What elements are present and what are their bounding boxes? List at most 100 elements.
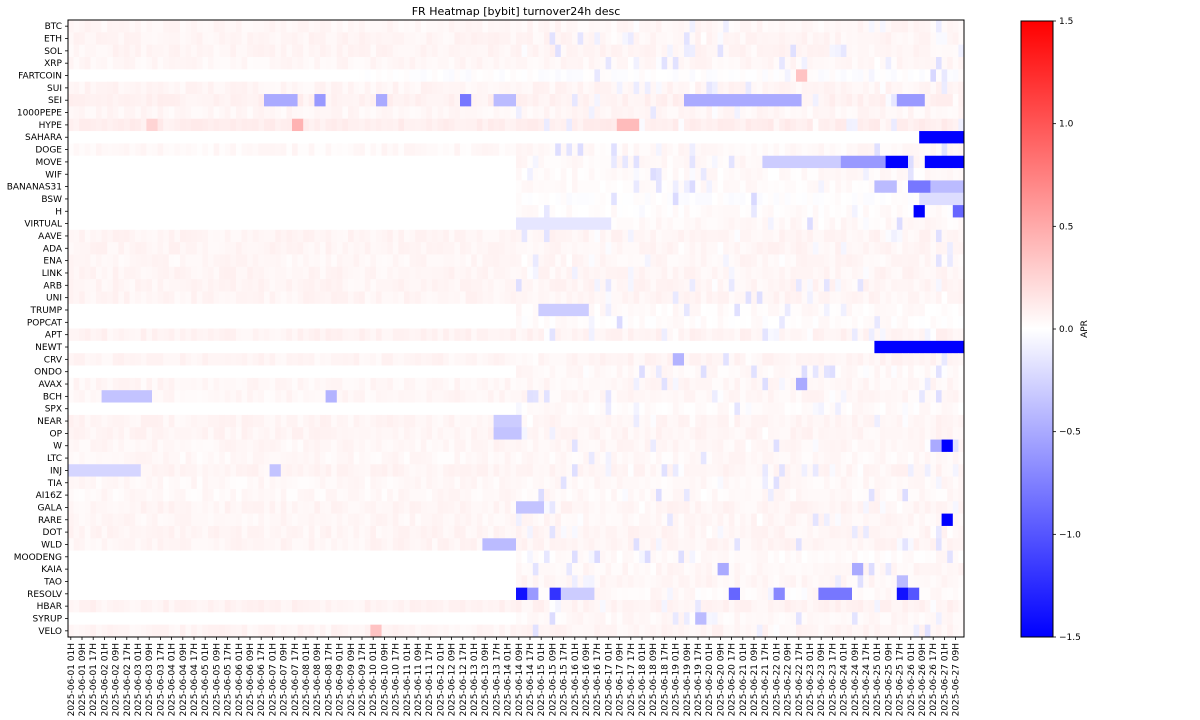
heatmap-cell xyxy=(90,143,97,157)
heatmap-cell xyxy=(510,488,517,502)
heatmap-cell xyxy=(174,254,181,268)
heatmap-cell xyxy=(913,81,920,95)
heatmap-cell xyxy=(840,155,886,169)
heatmap-cell xyxy=(331,44,338,58)
heatmap-cell xyxy=(392,525,399,539)
heatmap-cell xyxy=(264,328,270,342)
heatmap-cell xyxy=(269,44,276,58)
heatmap-cell xyxy=(168,513,175,527)
heatmap-cell xyxy=(801,106,808,120)
heatmap-cell xyxy=(549,513,556,527)
heatmap-cell xyxy=(471,513,478,527)
heatmap-cell xyxy=(952,377,959,391)
heatmap-cell xyxy=(857,303,864,317)
heatmap-cell xyxy=(521,476,528,490)
heatmap-cell xyxy=(947,377,954,391)
heatmap-cell xyxy=(224,427,231,440)
heatmap-cell xyxy=(146,427,153,440)
heatmap-cell xyxy=(376,32,382,45)
heatmap-cell xyxy=(348,118,360,132)
heatmap-cell xyxy=(678,106,685,120)
heatmap-cell xyxy=(611,57,618,70)
heatmap-cell xyxy=(908,402,914,416)
heatmap-cell xyxy=(868,217,875,231)
heatmap-cell xyxy=(376,414,382,428)
heatmap-cell xyxy=(73,513,80,527)
heatmap-cell xyxy=(163,390,170,403)
heatmap-cell xyxy=(437,106,444,120)
heatmap-cell xyxy=(208,291,214,305)
heatmap-cell xyxy=(196,451,203,465)
heatmap-cell xyxy=(762,439,769,453)
heatmap-cell xyxy=(90,106,97,120)
heatmap-cell xyxy=(538,476,545,490)
heatmap-cell xyxy=(297,242,304,255)
heatmap-cell xyxy=(740,525,746,539)
heatmap-cell xyxy=(734,20,741,33)
heatmap-cell xyxy=(73,106,80,120)
heatmap-cell xyxy=(398,439,405,453)
heatmap-cell xyxy=(510,229,517,243)
heatmap-cell xyxy=(829,390,836,403)
heatmap-cell xyxy=(538,57,545,70)
heatmap-cell xyxy=(644,488,651,502)
heatmap-cell xyxy=(560,20,567,33)
heatmap-cell xyxy=(219,501,226,514)
heatmap-cell xyxy=(112,266,119,280)
heatmap-cell xyxy=(426,94,444,107)
heatmap-cell xyxy=(275,439,282,453)
heatmap-cell xyxy=(146,143,153,157)
heatmap-cell xyxy=(784,266,791,280)
heatmap-cell xyxy=(885,266,892,280)
heatmap-cell xyxy=(264,439,270,453)
heatmap-cell xyxy=(420,328,427,342)
heatmap-cell xyxy=(527,414,534,428)
heatmap-cell xyxy=(728,217,735,231)
heatmap-cell xyxy=(493,439,500,453)
heatmap-cell xyxy=(342,143,349,157)
heatmap-cell xyxy=(297,254,304,268)
heatmap-cell xyxy=(325,279,332,292)
heatmap-cell xyxy=(930,525,937,539)
heatmap-cell xyxy=(628,365,634,379)
heatmap-cell xyxy=(549,525,556,539)
heatmap-cell xyxy=(639,291,646,305)
heatmap-cell xyxy=(616,57,629,70)
heatmap-cell xyxy=(538,69,545,82)
heatmap-cell xyxy=(773,205,780,218)
heatmap-cell xyxy=(112,94,119,107)
heatmap-cell xyxy=(672,81,679,95)
heatmap-cell xyxy=(269,328,276,342)
heatmap-cell xyxy=(936,32,948,45)
heatmap-cell xyxy=(667,180,674,194)
heatmap-cell xyxy=(661,501,668,514)
heatmap-cell xyxy=(779,427,791,440)
heatmap-cell xyxy=(454,464,461,477)
heatmap-cell xyxy=(516,229,522,243)
heatmap-cell xyxy=(835,192,842,206)
heatmap-cell xyxy=(947,143,954,157)
heatmap-cell xyxy=(846,279,853,292)
heatmap-cell xyxy=(728,476,735,490)
heatmap-cell xyxy=(320,538,326,551)
heatmap-cell xyxy=(129,501,136,514)
heatmap-cell xyxy=(510,451,517,465)
heatmap-cell xyxy=(454,291,461,305)
heatmap-cell xyxy=(605,205,612,218)
heatmap-cell xyxy=(947,525,954,539)
heatmap-cell xyxy=(908,488,920,502)
heatmap-cell xyxy=(101,377,108,391)
heatmap-cell xyxy=(622,427,629,440)
heatmap-cell xyxy=(896,488,903,502)
heatmap-cell xyxy=(594,501,601,514)
heatmap-cell xyxy=(152,242,158,255)
heatmap-cell xyxy=(420,353,427,366)
heatmap-cell xyxy=(577,353,590,366)
heatmap-cell xyxy=(661,94,668,107)
heatmap-cell xyxy=(129,476,136,490)
heatmap-cell xyxy=(633,143,640,157)
heatmap-cell xyxy=(958,390,965,403)
heatmap-cell xyxy=(829,266,836,280)
heatmap-cell xyxy=(555,266,562,280)
heatmap-cell xyxy=(398,229,405,243)
